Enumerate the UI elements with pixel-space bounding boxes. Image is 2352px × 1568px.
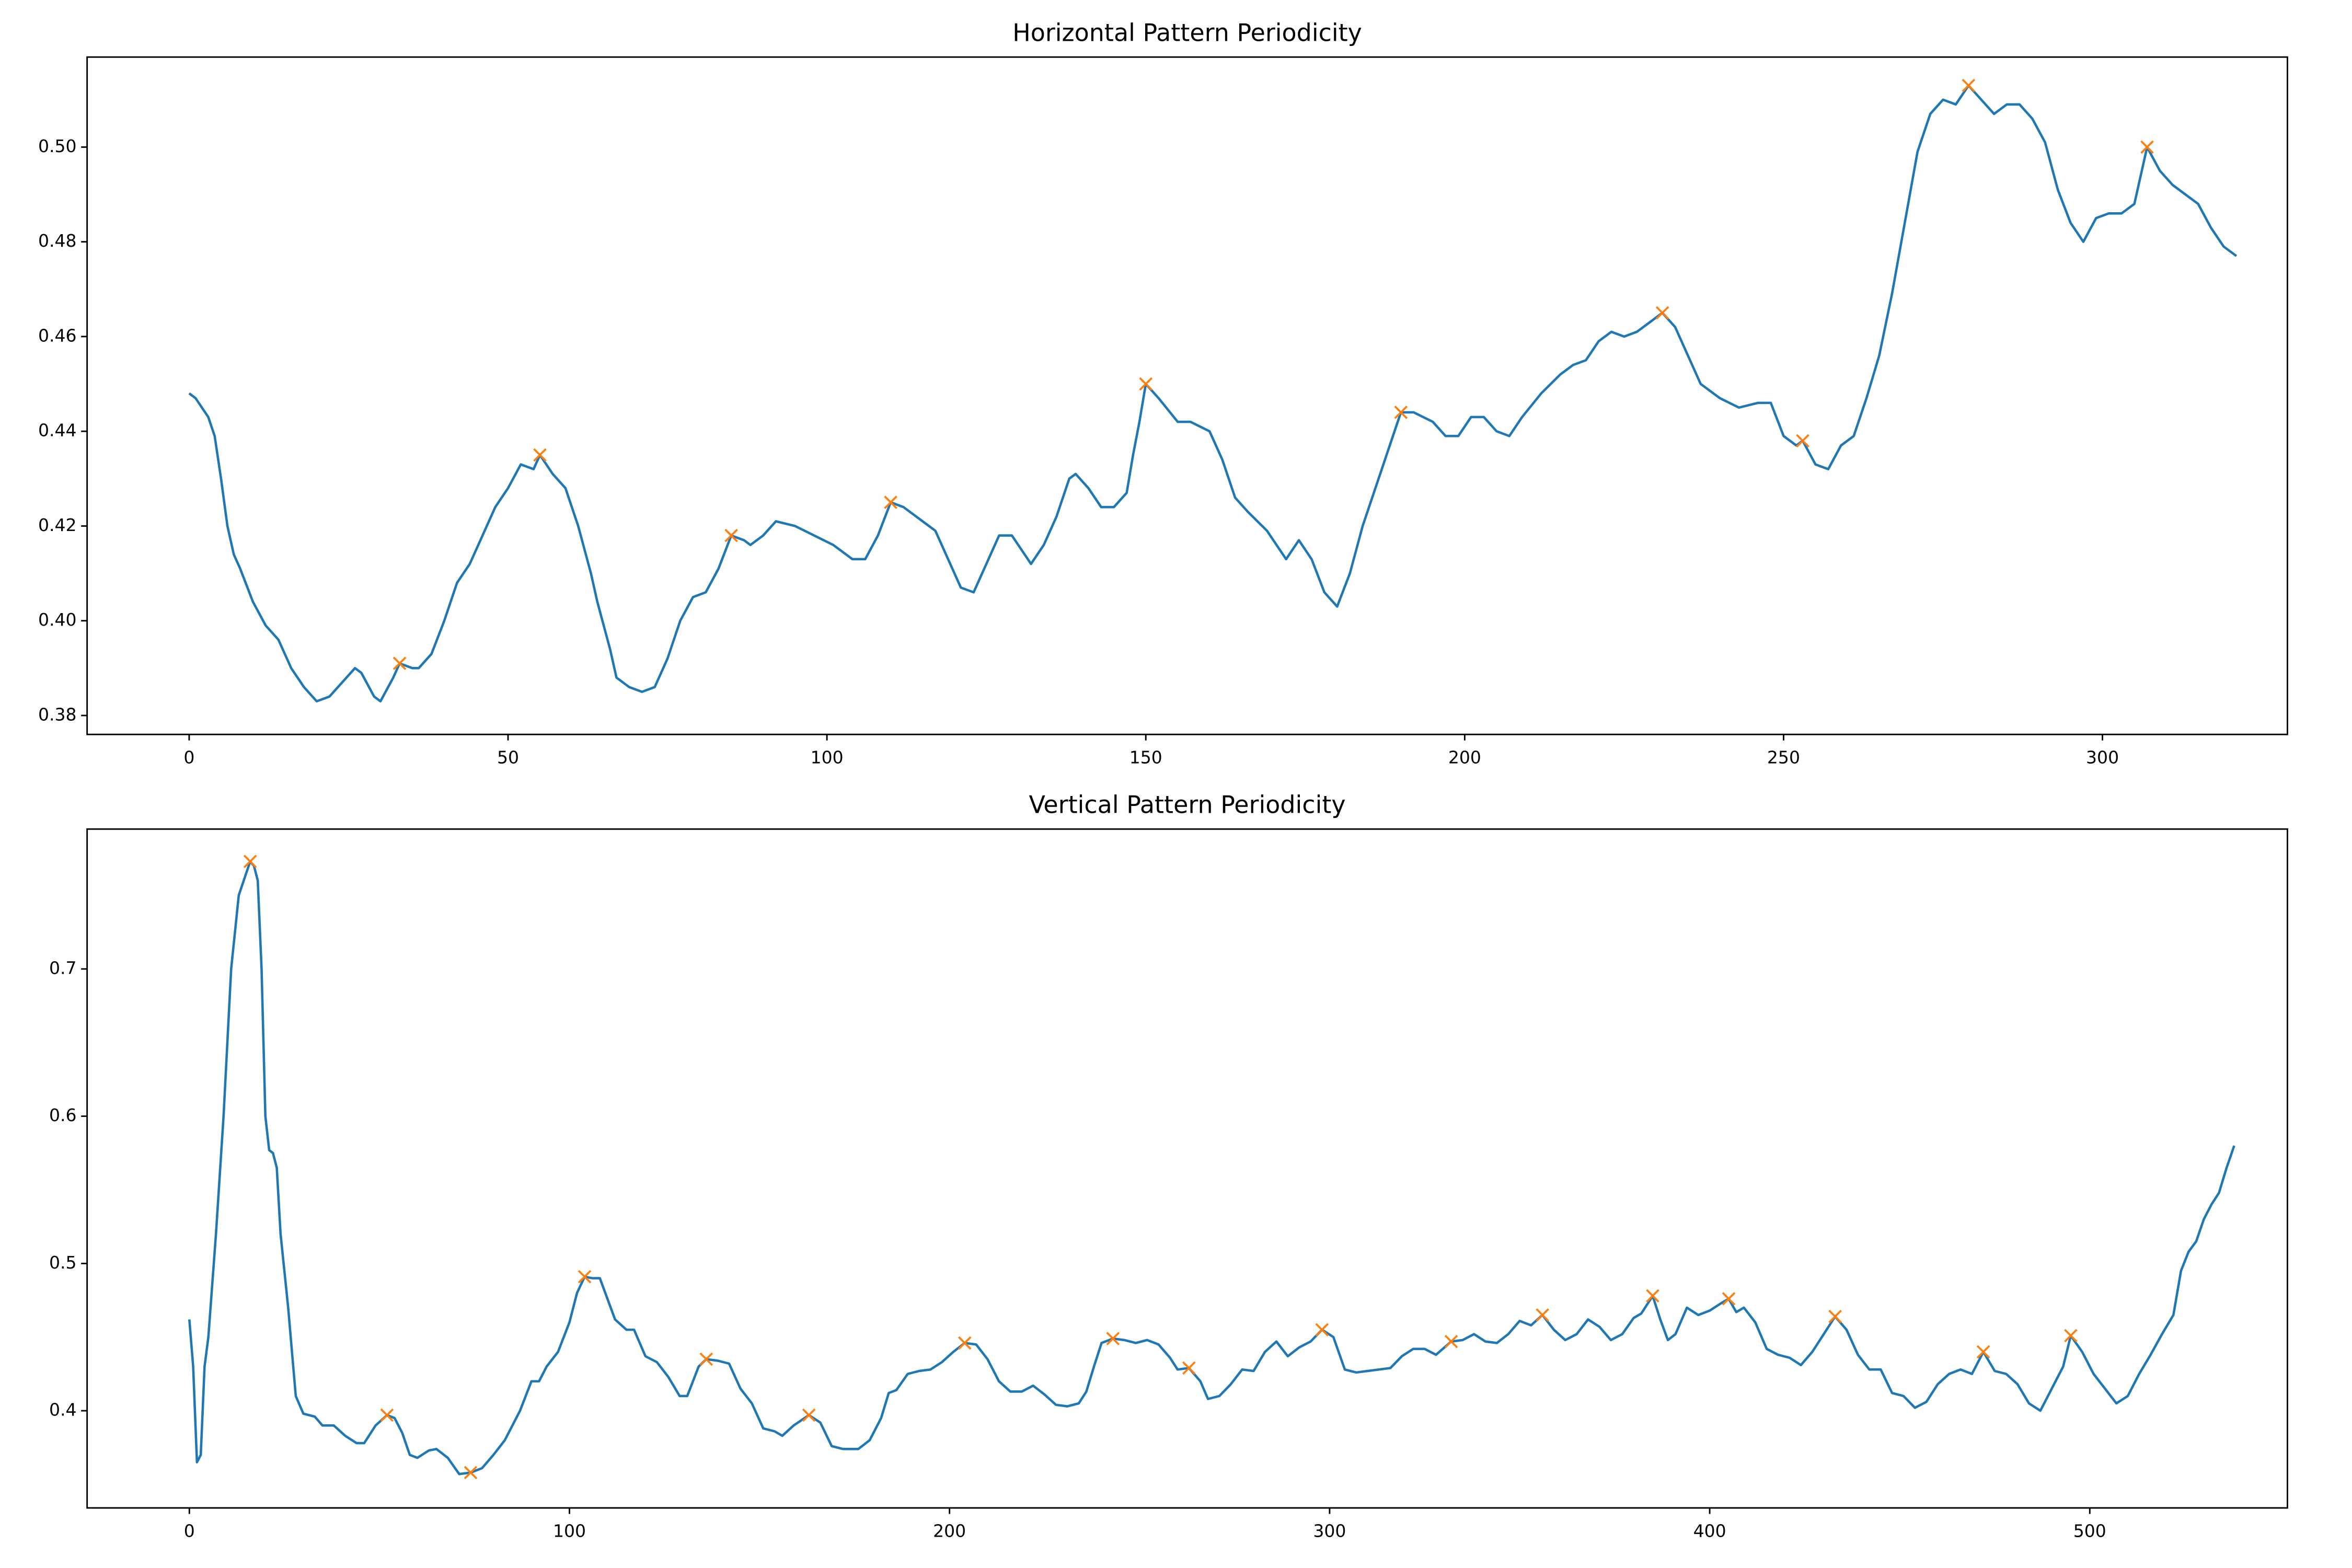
x-tick-label: 50	[497, 747, 519, 768]
x-tick-label: 200	[1448, 747, 1481, 768]
peak-marker	[1796, 434, 1809, 448]
peak-marker	[578, 1270, 592, 1284]
peak-marker	[1394, 406, 1408, 419]
peak-marker	[884, 495, 897, 509]
peak-marker	[1139, 377, 1153, 391]
peak-marker	[802, 1408, 816, 1422]
x-tick-label: 150	[1129, 747, 1162, 768]
peak-marker	[533, 448, 547, 462]
peak-marker	[1655, 306, 1669, 320]
y-tick-label: 0.38	[38, 704, 77, 724]
peak-marker	[2064, 1329, 2078, 1343]
peak-marker	[2140, 140, 2154, 154]
x-tick-label: 400	[1693, 1521, 1726, 1541]
y-tick-label: 0.4	[49, 1400, 77, 1420]
x-tick-label: 100	[553, 1521, 586, 1541]
peak-marker	[1646, 1289, 1659, 1303]
y-tick-label: 0.6	[49, 1105, 77, 1125]
peak-marker	[243, 855, 257, 869]
y-tick-label: 0.42	[38, 515, 77, 535]
x-tick-label: 300	[2086, 747, 2119, 768]
peak-marker	[1962, 78, 1976, 93]
peak-marker	[464, 1466, 478, 1480]
peak-marker	[724, 528, 738, 543]
y-tick-label: 0.50	[38, 136, 77, 156]
peak-marker	[1828, 1309, 1842, 1323]
peak-marker	[1722, 1292, 1736, 1306]
y-tick-label: 0.7	[49, 958, 77, 978]
y-tick-label: 0.44	[38, 420, 77, 441]
x-tick-label: 300	[1313, 1521, 1346, 1541]
x-tick-label: 200	[933, 1521, 966, 1541]
y-tick-label: 0.48	[38, 230, 77, 251]
plot-frame	[86, 828, 2288, 1509]
data-line	[188, 860, 2235, 1475]
peak-marker	[1106, 1332, 1120, 1345]
peak-marker	[1444, 1334, 1458, 1348]
peak-marker	[1536, 1308, 1549, 1322]
peak-marker	[1315, 1323, 1329, 1336]
x-tick-label: 0	[184, 1521, 195, 1541]
peak-marker	[1182, 1361, 1196, 1375]
chart-title: Horizontal Pattern Periodicity	[1012, 19, 1362, 47]
x-tick-label: 250	[1767, 747, 1800, 768]
y-tick-label: 0.40	[38, 609, 77, 630]
chart-title: Vertical Pattern Periodicity	[1029, 791, 1346, 819]
plot-frame	[86, 56, 2288, 735]
y-tick-label: 0.46	[38, 325, 77, 345]
peak-marker	[699, 1352, 713, 1366]
x-tick-label: 100	[811, 747, 844, 768]
peak-marker	[393, 656, 407, 671]
peak-marker	[958, 1336, 972, 1350]
x-tick-label: 500	[2073, 1521, 2106, 1541]
data-line	[188, 84, 2238, 703]
peak-marker	[380, 1408, 394, 1422]
peak-marker	[1976, 1345, 1990, 1359]
y-tick-label: 0.5	[49, 1252, 77, 1273]
x-tick-label: 0	[183, 747, 194, 768]
